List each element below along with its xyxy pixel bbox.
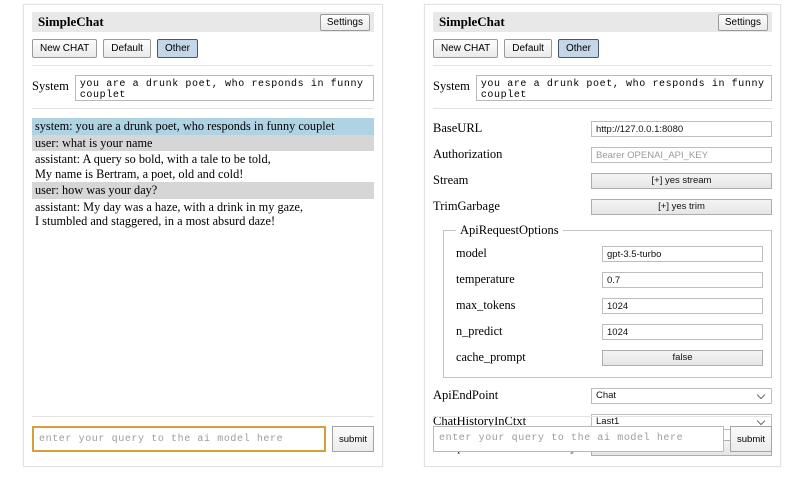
setting-label-temperature: temperature — [456, 272, 515, 286]
app-title-right: SimpleChat — [439, 14, 505, 29]
titlebar-left: SimpleChat Settings — [32, 12, 374, 32]
setting-row-trimgarbage: TrimGarbage [+] yes trim — [433, 196, 772, 217]
setting-toggle-trimgarbage[interactable]: [+] yes trim — [591, 198, 772, 215]
api-request-options-group: ApiRequestOptions model gpt-3.5-turbo te… — [443, 223, 772, 378]
system-prompt-label-right: System — [433, 79, 470, 93]
submit-button[interactable]: submit — [332, 426, 374, 452]
setting-row-baseurl: BaseURL http://127.0.0.1:8080 — [433, 118, 772, 139]
setting-label-apiendpoint: ApiEndPoint — [433, 388, 499, 402]
chat-panel: SimpleChat Settings New CHAT Default Oth… — [23, 4, 383, 467]
setting-row-max-tokens: max_tokens 1024 — [456, 295, 763, 316]
api-request-options-legend: ApiRequestOptions — [460, 223, 559, 237]
nav-buttons-left: New CHAT Default Other — [32, 39, 374, 58]
system-prompt-row: System you are a drunk poet, who respond… — [32, 75, 374, 101]
divider-above-query-left — [32, 416, 374, 417]
chat-log: system: you are a drunk poet, who respon… — [32, 118, 374, 230]
setting-row-temperature: temperature 0.7 — [456, 269, 763, 290]
session-other-button[interactable]: Other — [156, 39, 198, 58]
divider-top-right — [433, 65, 772, 66]
new-chat-button-right[interactable]: New CHAT — [433, 39, 499, 58]
query-area-right: enter your query to the ai model here su… — [425, 416, 780, 466]
chat-message-assistant-2: assistant: My day was a haze, with a dri… — [35, 199, 304, 229]
chat-panel-inner: SimpleChat Settings New CHAT Default Oth… — [24, 5, 382, 466]
setting-input-max-tokens[interactable]: 1024 — [602, 297, 763, 314]
setting-input-n-predict[interactable]: 1024 — [602, 323, 763, 340]
divider-above-settings — [433, 108, 772, 109]
system-prompt-row-right: System you are a drunk poet, who respond… — [433, 75, 772, 101]
setting-row-n-predict: n_predict 1024 — [456, 321, 763, 342]
app-title: SimpleChat — [38, 14, 104, 29]
setting-row-authorization: Authorization Bearer OPENAI_API_KEY — [433, 144, 772, 165]
setting-label-cache-prompt: cache_prompt — [456, 350, 526, 364]
titlebar-right: SimpleChat Settings — [433, 12, 772, 32]
setting-toggle-completioninsertstandardroleprefix[interactable]: [-] dont insert — [591, 465, 772, 466]
nav-buttons-right: New CHAT Default Other — [433, 39, 772, 58]
query-area-left: enter your query to the ai model here su… — [24, 416, 382, 466]
settings-button-right[interactable]: Settings — [717, 13, 768, 31]
settings-list: BaseURL http://127.0.0.1:8080 Authorizat… — [433, 118, 772, 467]
divider-top-left — [32, 65, 374, 66]
session-default-button-right[interactable]: Default — [504, 39, 552, 58]
session-other-button-right[interactable]: Other — [557, 39, 599, 58]
divider-above-chatlog — [32, 108, 374, 109]
setting-select-chathistoryinctxt-value: Last1 — [596, 415, 620, 427]
setting-row-model: model gpt-3.5-turbo — [456, 243, 763, 264]
setting-input-baseurl[interactable]: http://127.0.0.1:8080 — [591, 120, 772, 137]
new-chat-button[interactable]: New CHAT — [32, 39, 98, 58]
setting-label-trimgarbage: TrimGarbage — [433, 199, 500, 213]
setting-select-apiendpoint-value: Chat — [596, 389, 617, 401]
setting-input-authorization[interactable]: Bearer OPENAI_API_KEY — [591, 146, 772, 163]
query-row-right: enter your query to the ai model here su… — [433, 426, 772, 466]
chevron-down-icon — [758, 391, 767, 400]
query-row-left: enter your query to the ai model here su… — [32, 426, 374, 466]
chat-message-system: system: you are a drunk poet, who respon… — [32, 118, 374, 135]
setting-label-model: model — [456, 246, 487, 260]
setting-label-max-tokens: max_tokens — [456, 298, 516, 312]
settings-button[interactable]: Settings — [319, 13, 370, 31]
setting-row-stream: Stream [+] yes stream — [433, 170, 772, 191]
setting-row-completioninsertstandardroleprefix: CompletionInsertStandardRolePrefix [-] d… — [433, 463, 772, 467]
setting-select-apiendpoint[interactable]: Chat — [591, 387, 772, 404]
system-prompt-label: System — [32, 79, 69, 93]
submit-button-right[interactable]: submit — [730, 426, 772, 452]
setting-row-apiendpoint: ApiEndPoint Chat — [433, 385, 772, 406]
setting-input-model[interactable]: gpt-3.5-turbo — [602, 245, 763, 262]
chat-message-user-1: user: what is your name — [32, 134, 374, 151]
divider-above-query-right — [433, 416, 772, 417]
setting-row-cache-prompt: cache_prompt false — [456, 347, 763, 368]
system-prompt-input[interactable]: you are a drunk poet, who responds in fu… — [74, 75, 374, 101]
setting-label-stream: Stream — [433, 173, 469, 187]
setting-input-temperature[interactable]: 0.7 — [602, 271, 763, 288]
query-input[interactable]: enter your query to the ai model here — [32, 426, 326, 452]
chat-message-assistant-1: assistant: A query so bold, with a tale … — [35, 152, 271, 181]
setting-label-chathistoryinctxt: ChatHistoryInCtxt — [433, 414, 527, 428]
setting-label-completioninsertstandardroleprefix: CompletionInsertStandardRolePrefix — [433, 466, 591, 467]
chat-message-user-2: user: how was your day? — [32, 182, 374, 199]
query-input-right[interactable]: enter your query to the ai model here — [433, 426, 724, 452]
session-default-button[interactable]: Default — [103, 39, 151, 58]
settings-panel-inner: SimpleChat Settings New CHAT Default Oth… — [425, 5, 780, 466]
settings-panel: SimpleChat Settings New CHAT Default Oth… — [424, 4, 781, 467]
setting-label-authorization: Authorization — [433, 147, 503, 161]
setting-toggle-stream[interactable]: [+] yes stream — [591, 172, 772, 189]
setting-toggle-cache-prompt[interactable]: false — [602, 349, 763, 366]
setting-label-baseurl: BaseURL — [433, 121, 483, 135]
system-prompt-input-right[interactable]: you are a drunk poet, who responds in fu… — [475, 75, 772, 101]
setting-label-n-predict: n_predict — [456, 324, 503, 338]
